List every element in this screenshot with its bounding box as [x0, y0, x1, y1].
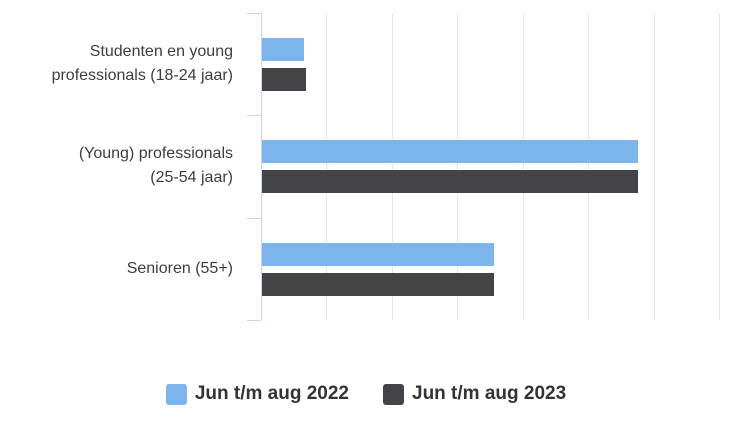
gridline [522, 13, 524, 320]
bar[interactable] [262, 38, 304, 61]
legend-item[interactable]: Jun t/m aug 2023 [383, 383, 566, 405]
category-label-line: (Young) professionals [78, 145, 233, 163]
legend-item-label: Jun t/m aug 2023 [412, 383, 567, 404]
category-axis-labels: Studenten en young professionals (18-24 j… [0, 13, 247, 320]
gridline [653, 13, 655, 320]
category-label: Senioren (55+) [0, 218, 233, 320]
plot-area [247, 13, 720, 321]
category-label: Studenten en young professionals (18-24 j… [0, 13, 233, 115]
legend-color-swatch [165, 383, 187, 405]
axis-tick [247, 320, 261, 321]
category-band [261, 115, 719, 217]
gridline [719, 13, 720, 320]
bar[interactable] [262, 272, 494, 296]
category-band [261, 13, 719, 115]
category-label-line: Senioren (55+) [126, 259, 233, 277]
category-label-line: (25-54 jaar) [150, 169, 233, 187]
category-label-line: Studenten en young [89, 43, 233, 61]
axis-tick [247, 217, 261, 219]
axis-tick [247, 115, 261, 117]
legend-item-label: Jun t/m aug 2022 [194, 383, 349, 404]
legend-item[interactable]: Jun t/m aug 2022 [165, 383, 349, 405]
legend-color-swatch [383, 383, 404, 405]
bar[interactable] [262, 140, 639, 164]
gridline [457, 13, 459, 320]
gridline [588, 13, 590, 320]
bar[interactable] [262, 242, 495, 266]
category-label-line: professionals (18-24 jaar) [51, 67, 233, 85]
category-label: (Young) professionals (25-54 jaar) [0, 115, 233, 217]
axis-tick [247, 13, 261, 14]
bar[interactable] [262, 68, 306, 91]
category-band [261, 218, 719, 320]
gridline [391, 13, 393, 320]
gridline [326, 13, 328, 320]
legend: Jun t/m aug 2022 Jun t/m aug 2023 [0, 383, 732, 405]
bar[interactable] [262, 170, 638, 194]
y-axis-line [261, 13, 262, 320]
